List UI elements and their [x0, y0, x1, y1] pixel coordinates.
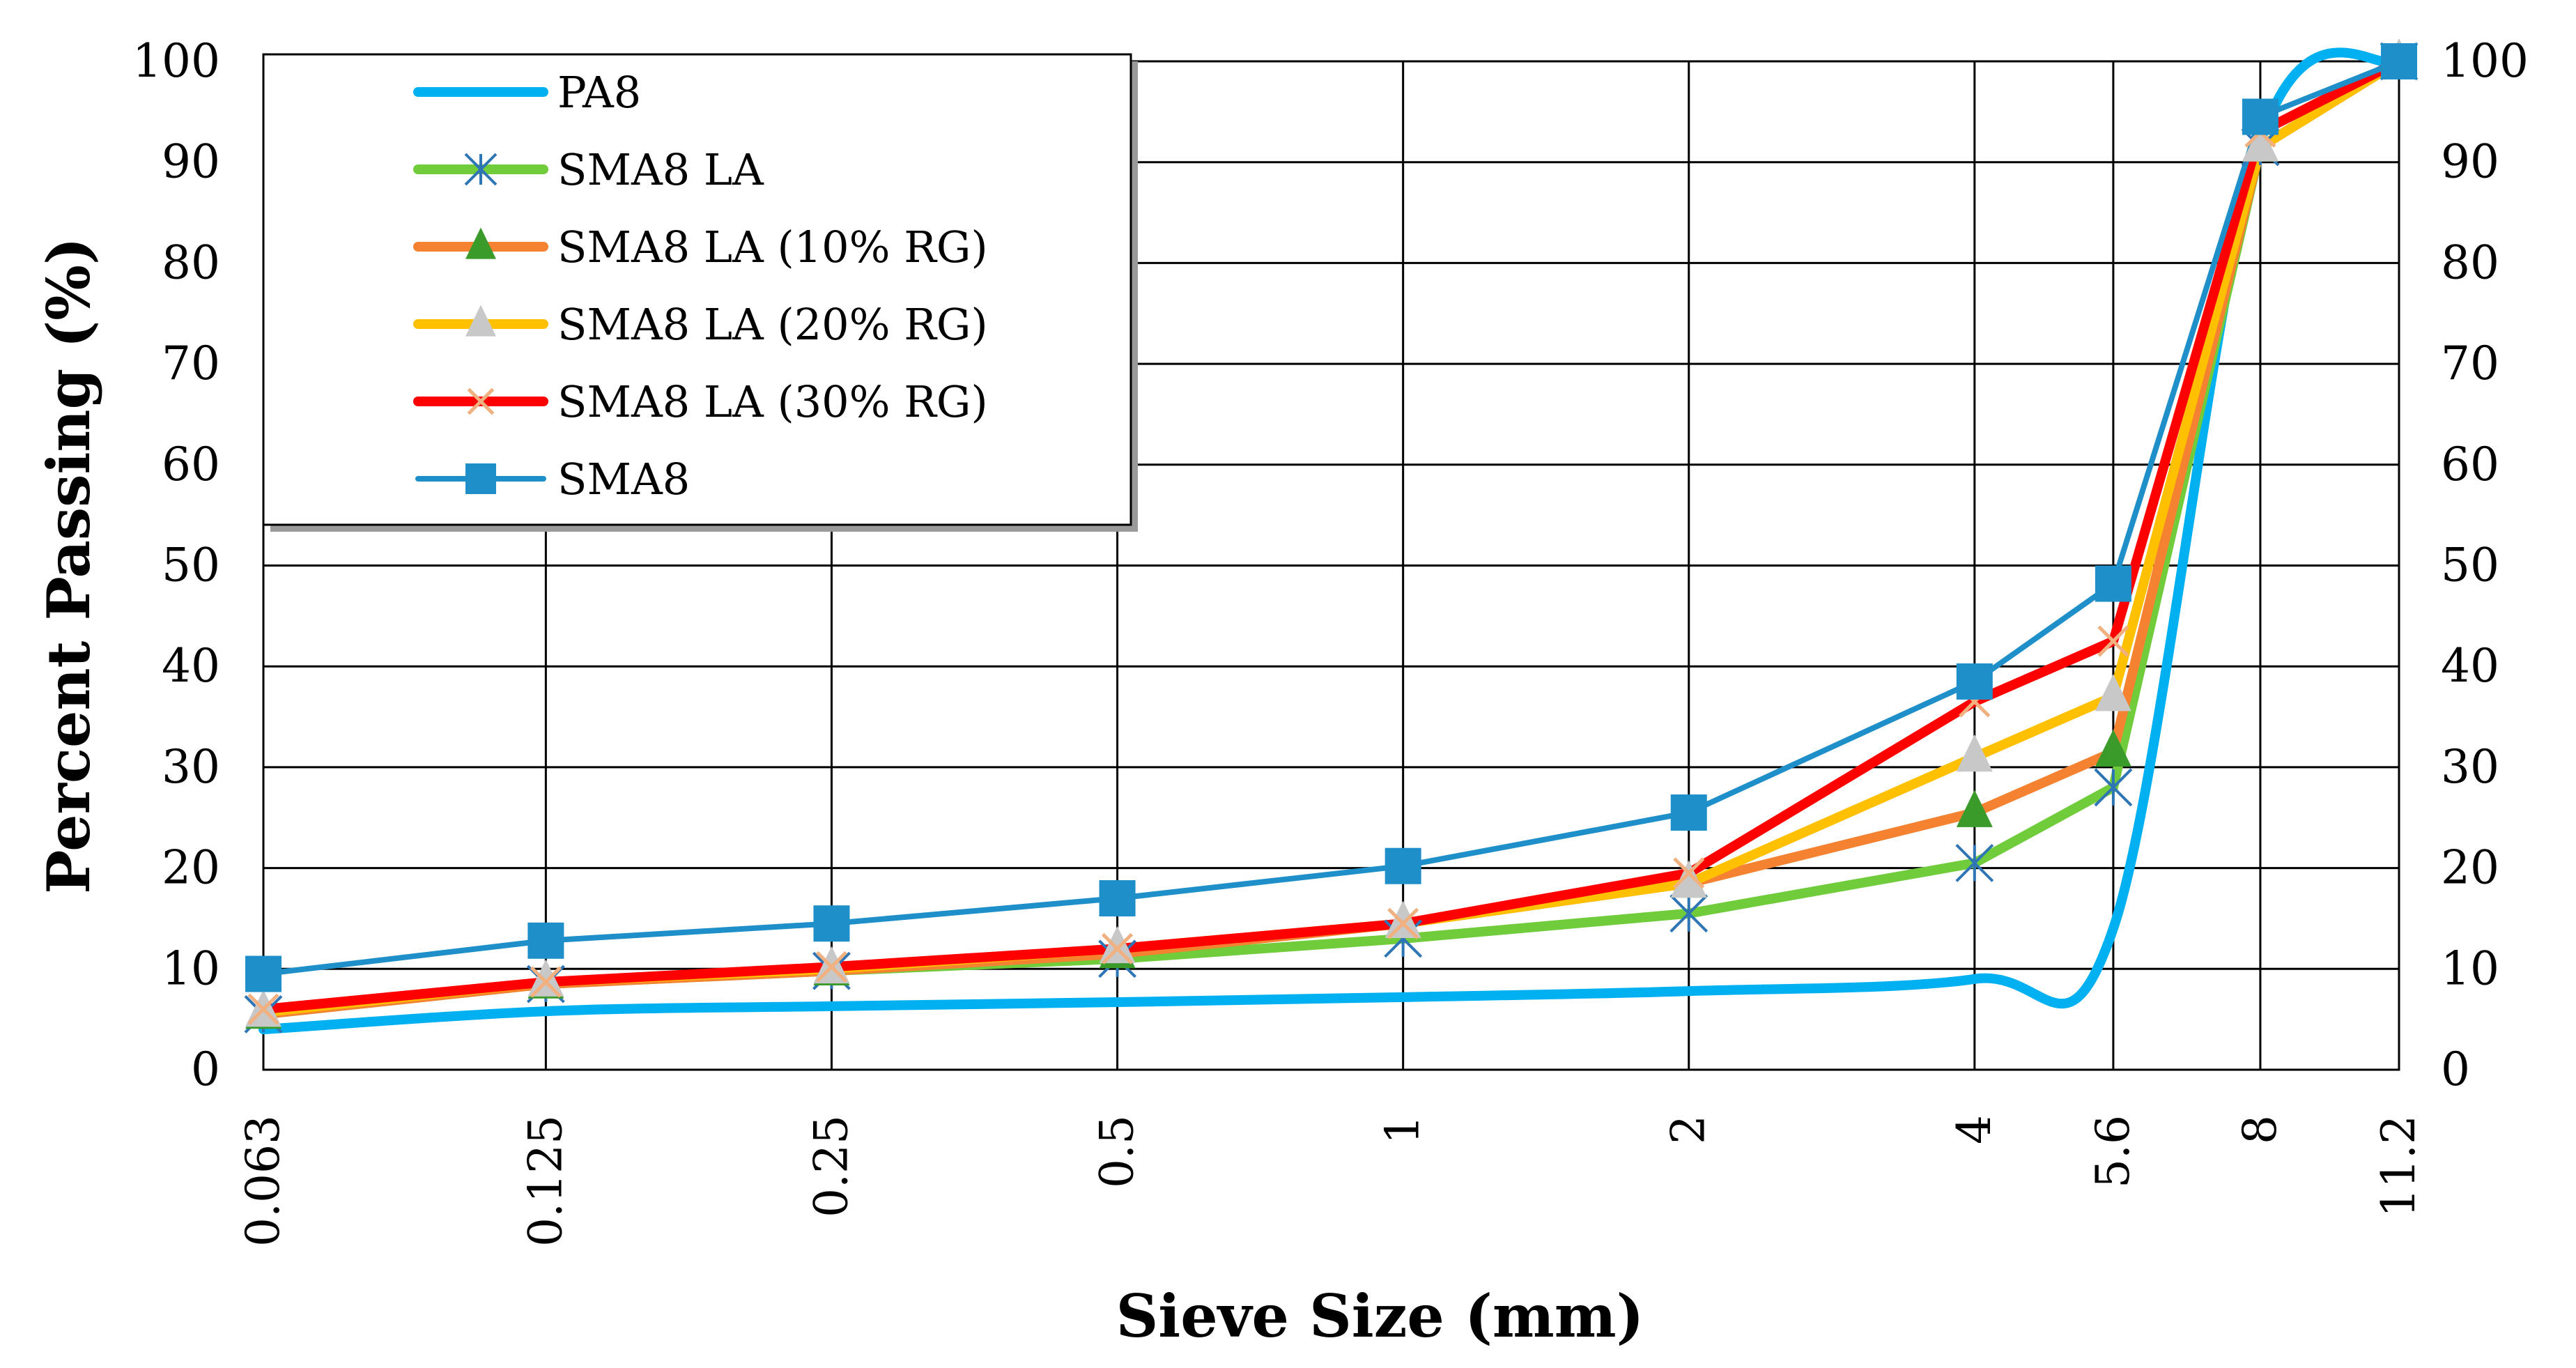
x-tick-1: 1	[1376, 1115, 1430, 1144]
x-axis-title: Sieve Size (mm)	[1116, 1282, 1644, 1351]
plot-area-border	[262, 60, 2400, 1071]
marker-sma8-la-30-rg-0.063	[247, 993, 279, 1025]
marker-sma8-la-10-rg-5.6	[2095, 729, 2131, 767]
series-markers	[244, 38, 2419, 1033]
marker-sma8-0.5	[1099, 880, 1136, 917]
series-line-sma8	[261, 59, 2402, 977]
marker-sma8-0.063	[245, 955, 281, 992]
marker-sma8-la-30-rg-5.6	[2097, 625, 2129, 657]
marker-sma8-la-30-rg-5.6-b	[2097, 625, 2129, 657]
y-tick-left-0: 0	[191, 1043, 220, 1096]
x-tick-0.25: 0.25	[804, 1115, 858, 1217]
y-tick-right-100: 100	[2441, 34, 2529, 88]
y-axis-title: Percent Passing (%)	[34, 237, 103, 894]
y-tick-right-40: 40	[2441, 639, 2499, 693]
x-tick-8: 8	[2233, 1115, 2287, 1144]
y-tick-right-20: 20	[2441, 841, 2499, 895]
y-tick-left-100: 100	[132, 34, 220, 88]
marker-sma8-la-30-rg-1	[1387, 907, 1419, 939]
y-tick-right-50: 50	[2441, 539, 2499, 592]
legend-box	[262, 53, 1132, 526]
marker-sma8-la-30-rg-0.125	[530, 966, 562, 998]
marker-sma8-5.6	[2095, 565, 2131, 602]
legend-marker-sma8-la-20-rg	[465, 305, 496, 337]
marker-sma8-la-5.6	[2094, 768, 2133, 807]
legend-label-sma8-la-30-rg: SMA8 LA (30% RG)	[557, 376, 988, 427]
y-axis-left-ticks: 0 10 20 30 40 50 60 70 80 90 100	[132, 34, 220, 1096]
marker-sma8-la-30-rg-2	[1673, 857, 1705, 889]
marker-sma8-la-2	[1669, 894, 1709, 933]
legend-label-sma8-la-10-rg: SMA8 LA (10% RG)	[557, 222, 988, 272]
marker-sma8-la-20-rg-0.5	[1099, 925, 1136, 964]
y-tick-right-60: 60	[2441, 438, 2499, 491]
marker-sma8-la-20-rg-1	[1385, 900, 1421, 938]
legend-label-sma8: SMA8	[557, 454, 690, 505]
y-tick-left-40: 40	[162, 639, 220, 693]
y-tick-left-30: 30	[162, 740, 220, 794]
y-tick-right-70: 70	[2441, 337, 2499, 390]
legend-marker-sma8-la	[464, 153, 498, 186]
y-tick-left-70: 70	[162, 337, 220, 390]
legend: PA8 SMA8 LA SMA8 LA (10% RG) SMA8 LA (20% R…	[262, 53, 1138, 532]
marker-sma8-la-20-rg-0.125	[527, 959, 564, 997]
marker-sma8-1	[1385, 847, 1421, 884]
marker-sma8-la-20-rg-2	[1670, 860, 1707, 898]
x-tick-0.5: 0.5	[1090, 1115, 1144, 1188]
marker-sma8-0.125	[527, 922, 564, 959]
marker-sma8-la-30-rg-0.5	[1101, 932, 1134, 964]
series-line-pa8	[259, 47, 2404, 1035]
marker-sma8-la-20-rg-4	[1956, 734, 1993, 772]
x-tick-0.125: 0.125	[518, 1115, 572, 1247]
y-tick-left-90: 90	[162, 135, 220, 189]
legend-label-sma8-la-20-rg: SMA8 LA (20% RG)	[557, 299, 988, 350]
plot-frame	[262, 60, 2400, 1071]
y-tick-right-10: 10	[2441, 942, 2499, 995]
x-axis-ticks: 0.063 0.125 0.25 0.5 1 2 4 5.6 8 11.2	[236, 1115, 2425, 1247]
marker-sma8-2	[1670, 794, 1707, 831]
series-line-sma8-la-30-rg	[259, 56, 2404, 1015]
x-tick-4: 4	[1948, 1115, 2001, 1144]
y-tick-left-20: 20	[162, 841, 220, 895]
y-axis-right-ticks: 0 10 20 30 40 50 60 70 80 90 100	[2441, 34, 2529, 1096]
y-tick-left-60: 60	[162, 438, 220, 491]
y-tick-right-80: 80	[2441, 236, 2499, 289]
x-tick-2: 2	[1662, 1115, 1715, 1144]
x-tick-5.6: 5.6	[2086, 1115, 2140, 1188]
marker-sma8-la-30-rg-0.5-b	[1101, 932, 1134, 964]
marker-sma8-la-20-rg-8	[2242, 124, 2278, 162]
marker-sma8-la-10-rg-4	[1956, 790, 1993, 827]
marker-sma8-11.2	[2381, 43, 2417, 79]
marker-sma8-la-4	[1955, 843, 1994, 882]
y-tick-right-0: 0	[2441, 1043, 2470, 1096]
y-tick-right-30: 30	[2441, 740, 2499, 794]
series-lines	[259, 47, 2404, 1035]
marker-sma8-la-30-rg-1-b	[1387, 907, 1419, 939]
legend-marker-sma8	[465, 463, 496, 494]
legend-label-sma8-la: SMA8 LA	[557, 144, 764, 195]
legend-marker-sma8-la-30-rg	[467, 387, 495, 415]
x-tick-0.063: 0.063	[236, 1115, 290, 1247]
marker-sma8-4	[1956, 663, 1993, 700]
marker-sma8-la-30-rg-0.25-b	[815, 951, 848, 983]
marker-sma8-la-30-rg-0.25	[815, 951, 848, 983]
y-tick-left-10: 10	[162, 942, 220, 995]
y-tick-left-80: 80	[162, 236, 220, 289]
marker-sma8-8	[2242, 98, 2278, 135]
y-tick-right-90: 90	[2441, 135, 2499, 189]
marker-sma8-la-30-rg-2-b	[1673, 857, 1705, 889]
marker-sma8-0.25	[813, 905, 850, 942]
legend-marker-sma8-la-10-rg	[465, 227, 496, 259]
marker-sma8-la-30-rg-0.063-b	[247, 993, 279, 1025]
marker-sma8-la-20-rg-5.6	[2095, 674, 2131, 712]
marker-sma8-la-30-rg-0.125-b	[530, 966, 562, 998]
y-tick-left-50: 50	[162, 539, 220, 592]
legend-items: PA8 SMA8 LA SMA8 LA (10% RG) SMA8 LA (20% R…	[413, 67, 988, 505]
legend-marker-sma8-la-30-rg-b	[467, 387, 495, 415]
legend-label-pa8: PA8	[557, 67, 641, 118]
x-tick-11.2: 11.2	[2372, 1115, 2425, 1217]
